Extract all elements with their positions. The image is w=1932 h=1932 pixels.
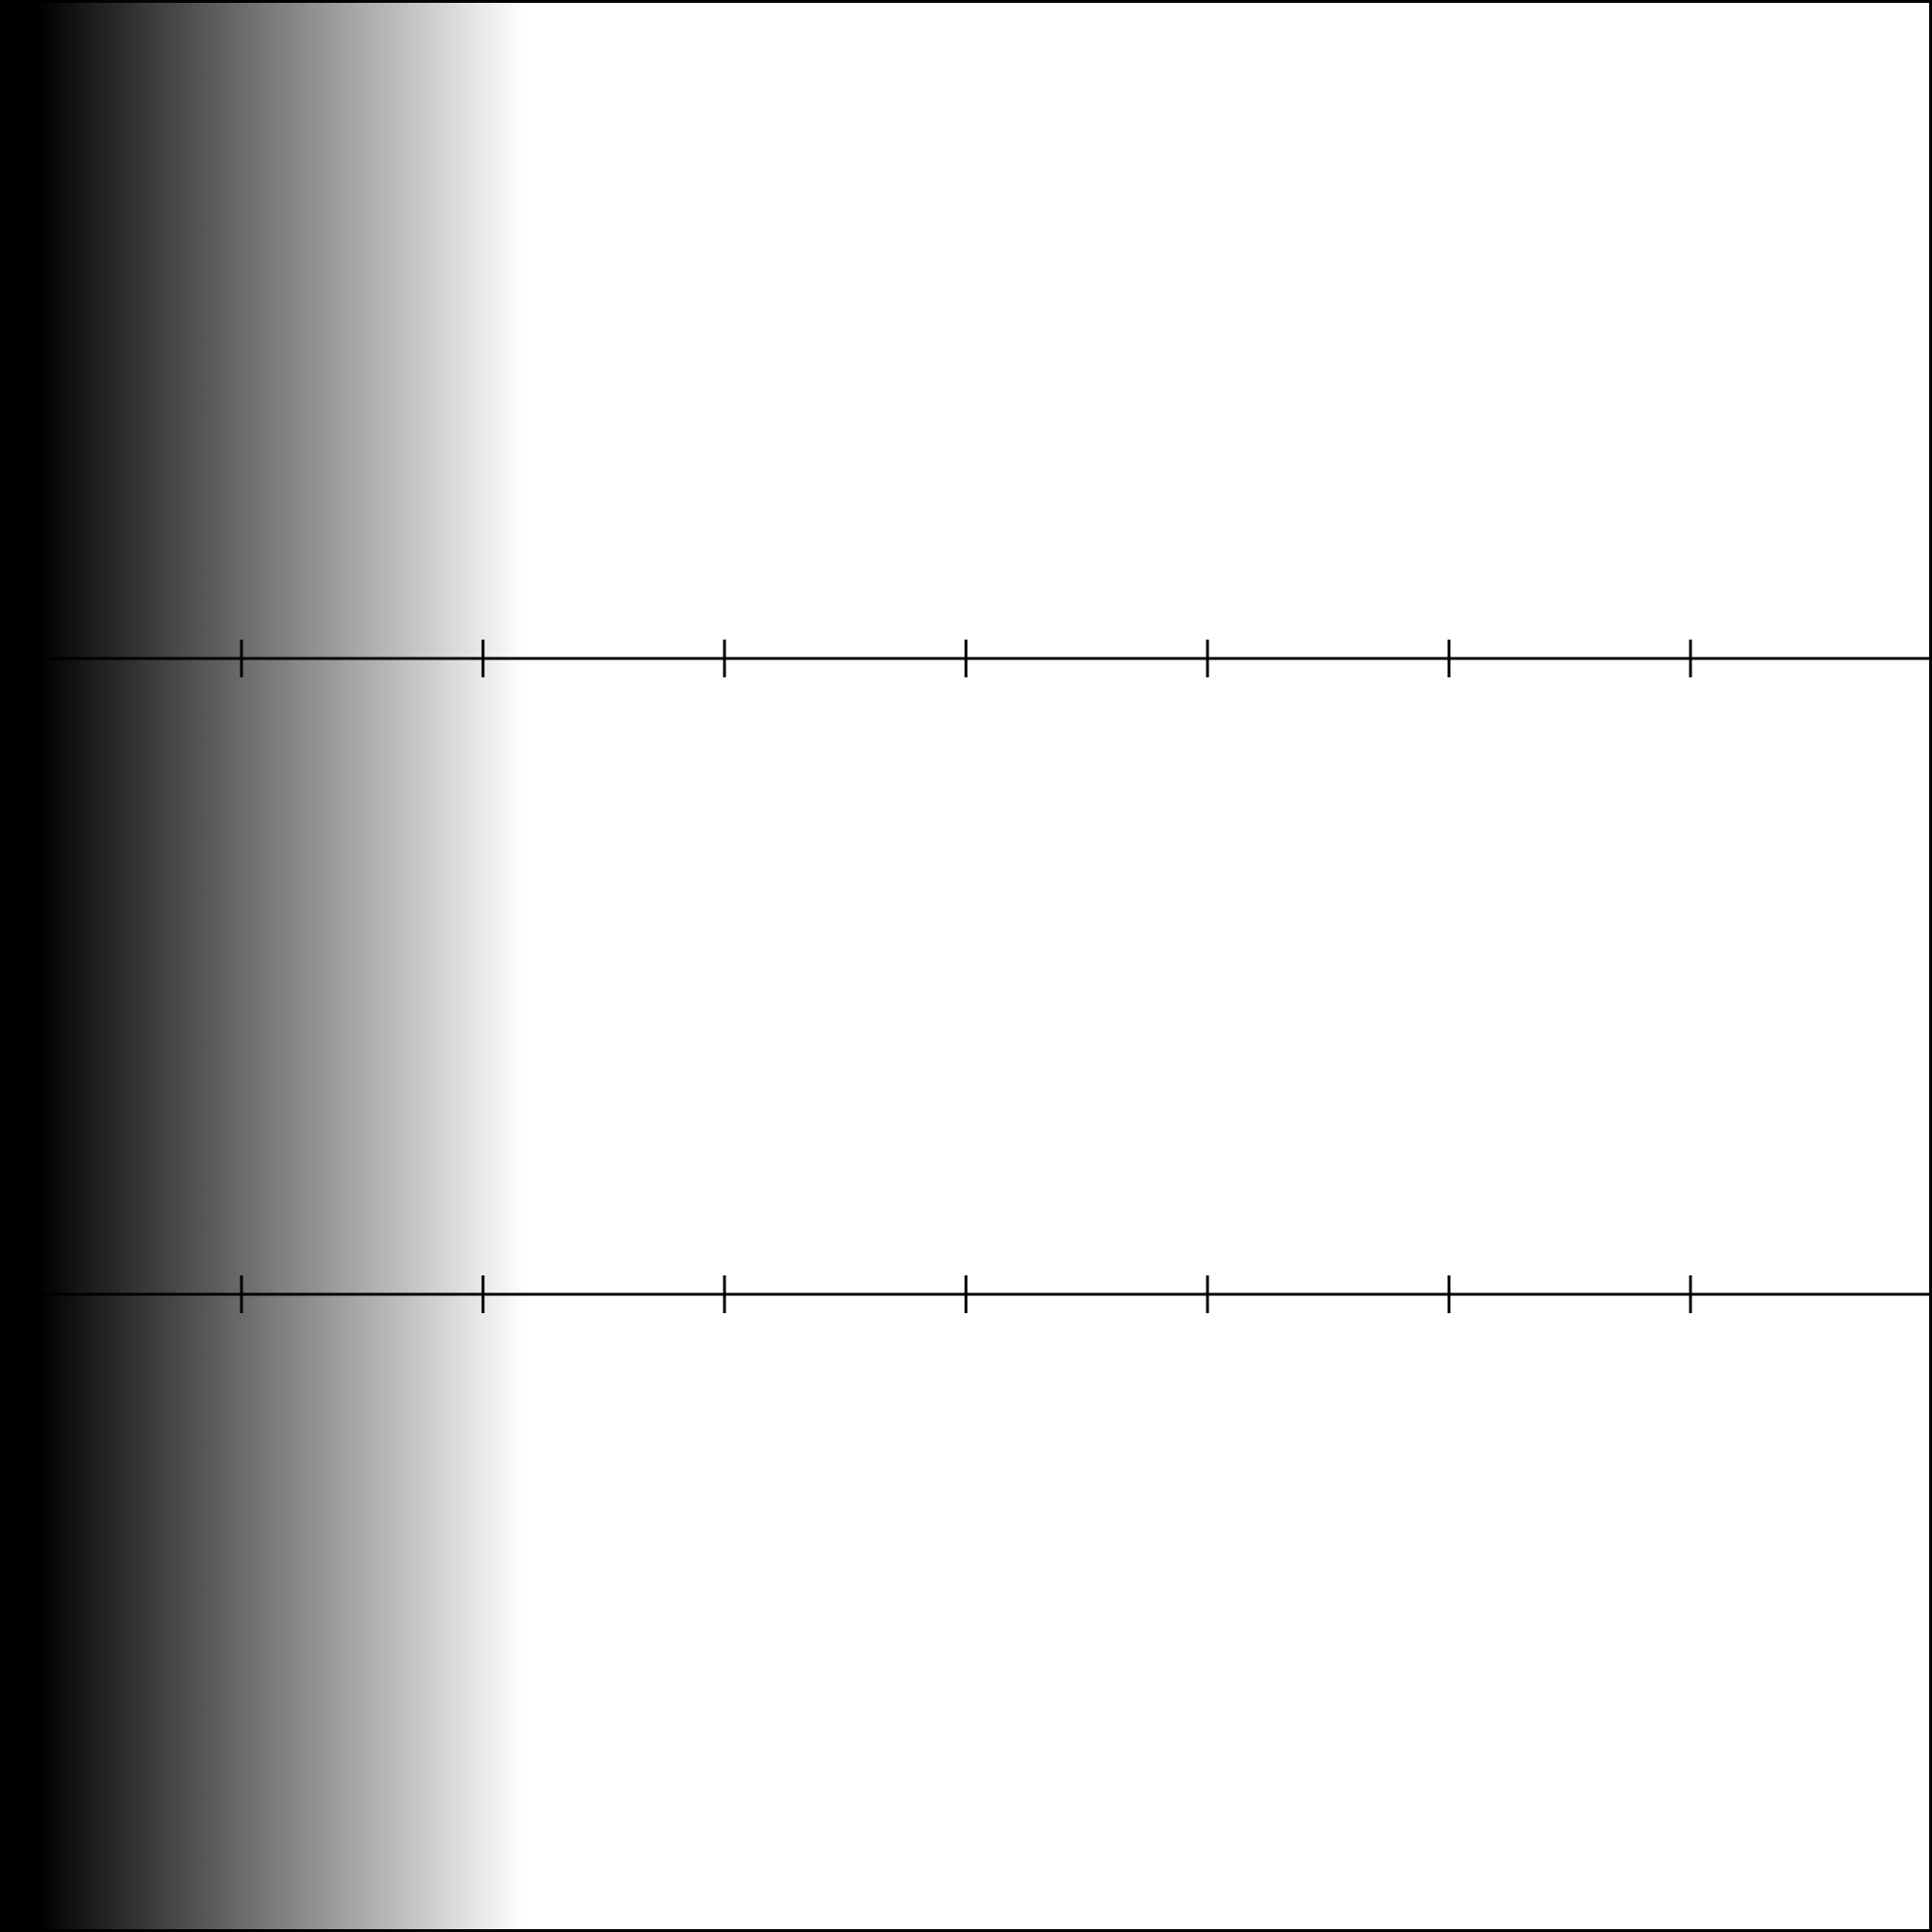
gradient-band bbox=[2, 2, 525, 1930]
scale-lines-group bbox=[0, 640, 1930, 1313]
lower-scale-line bbox=[0, 1275, 1930, 1313]
upper-scale-line bbox=[0, 640, 1930, 677]
